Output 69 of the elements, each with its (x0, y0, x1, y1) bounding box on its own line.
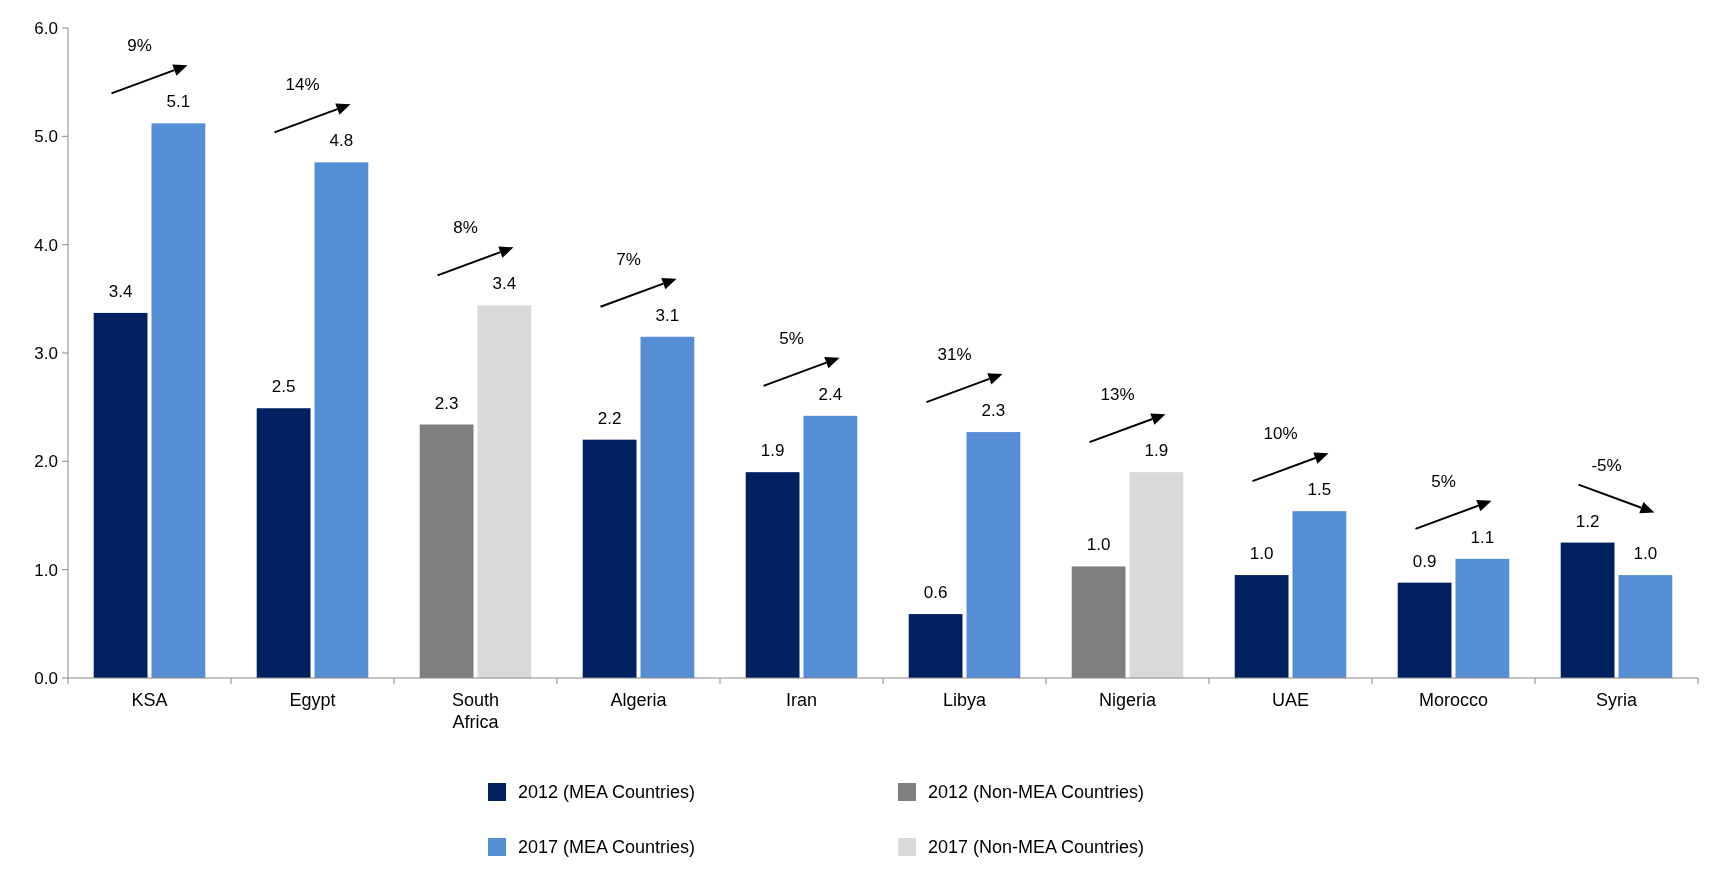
legend-label: 2012 (Non-MEA Countries) (928, 782, 1145, 802)
bar (93, 312, 148, 678)
data-label: 1.2 (1575, 511, 1600, 531)
data-label: 1.0 (1633, 544, 1658, 564)
legend-label: 2012 (MEA Countries) (518, 782, 696, 802)
bar (908, 614, 963, 678)
y-tick-label: 3.0 (34, 343, 58, 363)
data-label: 2.2 (597, 408, 622, 428)
x-tick-label: Morocco (1418, 690, 1489, 710)
y-tick-label: 5.0 (34, 127, 58, 147)
data-label: 3.4 (492, 274, 517, 294)
data-label: 2.5 (271, 377, 296, 397)
bar (151, 123, 206, 678)
x-tick-label: Algeria (610, 690, 668, 710)
data-label: 3.4 (108, 281, 133, 301)
bar (582, 439, 637, 678)
legend-label: 2017 (MEA Countries) (518, 837, 696, 857)
y-tick-label: 4.0 (34, 235, 58, 255)
x-tick-label: KSA (131, 690, 168, 710)
data-label: 1.1 (1470, 527, 1495, 547)
bar (1455, 558, 1510, 678)
bar (1292, 511, 1347, 678)
bar (1234, 575, 1289, 678)
x-tick-label: UAE (1271, 690, 1310, 710)
annotation: 9% (127, 36, 152, 56)
annotation: 5% (1431, 471, 1456, 491)
x-tick-label: Egypt (289, 690, 336, 710)
bar (803, 415, 858, 678)
annotation: 10% (1263, 424, 1298, 444)
data-label: 3.1 (655, 305, 680, 325)
annotation: 31% (937, 345, 972, 365)
annotation: -5% (1591, 455, 1622, 475)
annotation: 13% (1100, 385, 1135, 405)
bar (477, 305, 532, 678)
bar (745, 472, 800, 678)
annotation: 5% (779, 328, 804, 348)
data-label: 1.9 (1144, 441, 1169, 461)
annotation: 8% (453, 218, 478, 238)
x-tick-label: South Africa (451, 690, 500, 732)
bar (1129, 472, 1184, 678)
data-label: 2.3 (981, 401, 1006, 421)
bar (256, 408, 311, 678)
x-tick-label: Syria (1595, 690, 1638, 710)
data-label: 1.0 (1086, 535, 1111, 555)
bar (966, 432, 1021, 678)
y-tick-label: 1.0 (34, 560, 58, 580)
y-tick-label: 0.0 (34, 668, 58, 688)
annotation: 7% (616, 249, 641, 269)
data-label: 2.4 (818, 384, 843, 404)
legend-label: 2017 (Non-MEA Countries) (928, 837, 1145, 857)
data-label: 4.8 (329, 131, 354, 151)
bar (314, 162, 369, 678)
data-label: 0.9 (1412, 551, 1437, 571)
data-label: 1.5 (1307, 480, 1332, 500)
data-label: 0.6 (923, 583, 948, 603)
x-tick-label: Nigeria (1098, 690, 1157, 710)
x-tick-label: Libya (942, 690, 987, 710)
data-label: 1.9 (760, 441, 785, 461)
data-label: 5.1 (166, 92, 191, 112)
bar (1560, 542, 1615, 678)
bar (640, 336, 695, 678)
y-tick-label: 6.0 (34, 18, 58, 38)
annotation: 14% (285, 75, 320, 95)
bar (1397, 582, 1452, 678)
x-tick-label: Iran (785, 690, 818, 710)
bar (1618, 575, 1673, 678)
y-tick-label: 2.0 (34, 452, 58, 472)
data-label: 2.3 (434, 393, 459, 413)
data-label: 1.0 (1249, 544, 1274, 564)
